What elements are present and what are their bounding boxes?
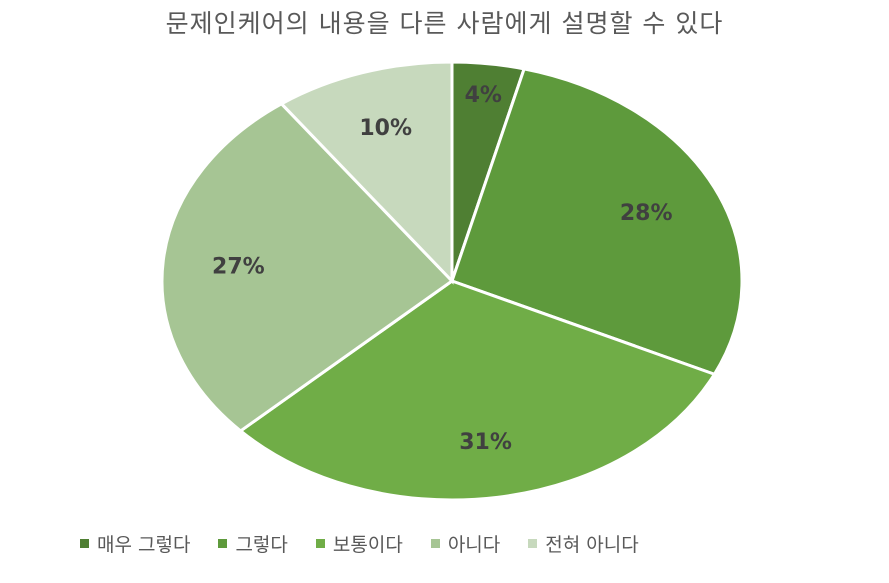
data-label: 31% [459,430,512,455]
legend-label: 아니다 [447,534,501,556]
pie-slice [160,101,455,433]
legend-item: 아니다 [430,530,501,557]
legend-label: 보통이다 [332,534,403,556]
data-label: 10% [359,116,412,141]
pie-slice [279,60,454,285]
pie-slice [450,67,744,377]
data-label: 27% [212,255,265,280]
legend-swatch [315,539,325,548]
legend-swatch [218,539,228,548]
legend-swatch [80,539,89,548]
legend-item: 매우 그렇다 [80,530,190,557]
data-label: 4% [465,83,502,108]
legend-swatch [528,539,538,548]
chart-title: 문제인케어의 내용을 다른 사람에게 설명할 수 있다 [165,9,724,38]
legend-label: 매우 그렇다 [97,534,191,556]
pie-slice [238,279,717,502]
legend-item: 보통이다 [315,530,403,557]
legend-swatch [430,539,440,548]
legend-label: 전혀 아니다 [545,534,639,556]
legend-label: 그렇다 [235,534,288,556]
legend: 매우 그렇다 그렇다 보통이다 아니다 전혀 아니다 [80,530,639,557]
legend-item: 그렇다 [218,530,288,557]
data-label: 28% [620,201,673,226]
legend-item: 전혀 아니다 [528,530,639,557]
